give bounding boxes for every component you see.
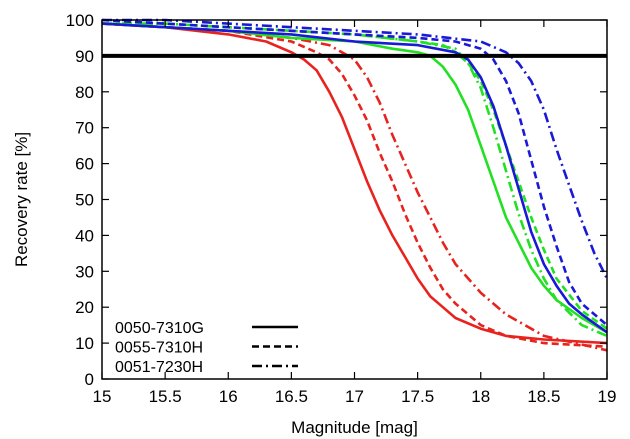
x-tick-label: 16.5: [275, 387, 308, 406]
series-line-green-0051-7230H: [102, 22, 608, 338]
series-line-red-0050-7310G: [101, 22, 608, 345]
x-tick-label: 15.5: [149, 387, 182, 406]
y-tick-label: 30: [75, 262, 94, 281]
y-tick-label: 100: [66, 11, 94, 30]
x-tick-label: 19: [598, 387, 617, 406]
x-tick-label: 18.5: [527, 387, 560, 406]
legend: 0050-7310G 0055-7310H 0051-7230H: [115, 320, 298, 376]
x-axis-label: Magnitude [mag]: [291, 418, 418, 437]
series-line-green-0055-7310H: [102, 22, 608, 330]
series-line-blue-0050-7310G: [101, 22, 608, 334]
y-tick-label: 40: [75, 226, 94, 245]
y-tick-label: 90: [75, 47, 94, 66]
series-line-red-0055-7310H: [101, 22, 608, 348]
y-axis-label: Recovery rate [%]: [12, 132, 31, 267]
series-line-green-0050-7310G: [101, 22, 608, 334]
y-tick-label: 20: [75, 298, 94, 317]
x-tick-label: 16: [219, 387, 238, 406]
y-tick-label: 10: [75, 334, 94, 353]
legend-label: 0055-7310H: [115, 340, 203, 357]
x-tick-label: 17: [345, 387, 364, 406]
y-tick-label: 60: [75, 155, 94, 174]
series-layer: [101, 18, 609, 352]
legend-label: 0050-7310G: [115, 320, 204, 337]
x-tick-label: 17.5: [401, 387, 434, 406]
y-tick-label: 70: [75, 119, 94, 138]
axis-ticks: 15 15.5 16 16.5 17 17.5 18 18.5 19 0 10 20 30 40 50 60 7…: [66, 11, 617, 406]
series-line-red-0051-7230H: [101, 22, 608, 352]
y-tick-label: 0: [85, 370, 94, 389]
legend-label: 0051-7230H: [115, 359, 203, 376]
series-line-blue-0055-7310H: [101, 18, 608, 327]
x-tick-label: 18: [471, 387, 490, 406]
y-tick-label: 80: [75, 83, 94, 102]
y-tick-label: 50: [75, 191, 94, 210]
x-tick-label: 15: [93, 387, 112, 406]
